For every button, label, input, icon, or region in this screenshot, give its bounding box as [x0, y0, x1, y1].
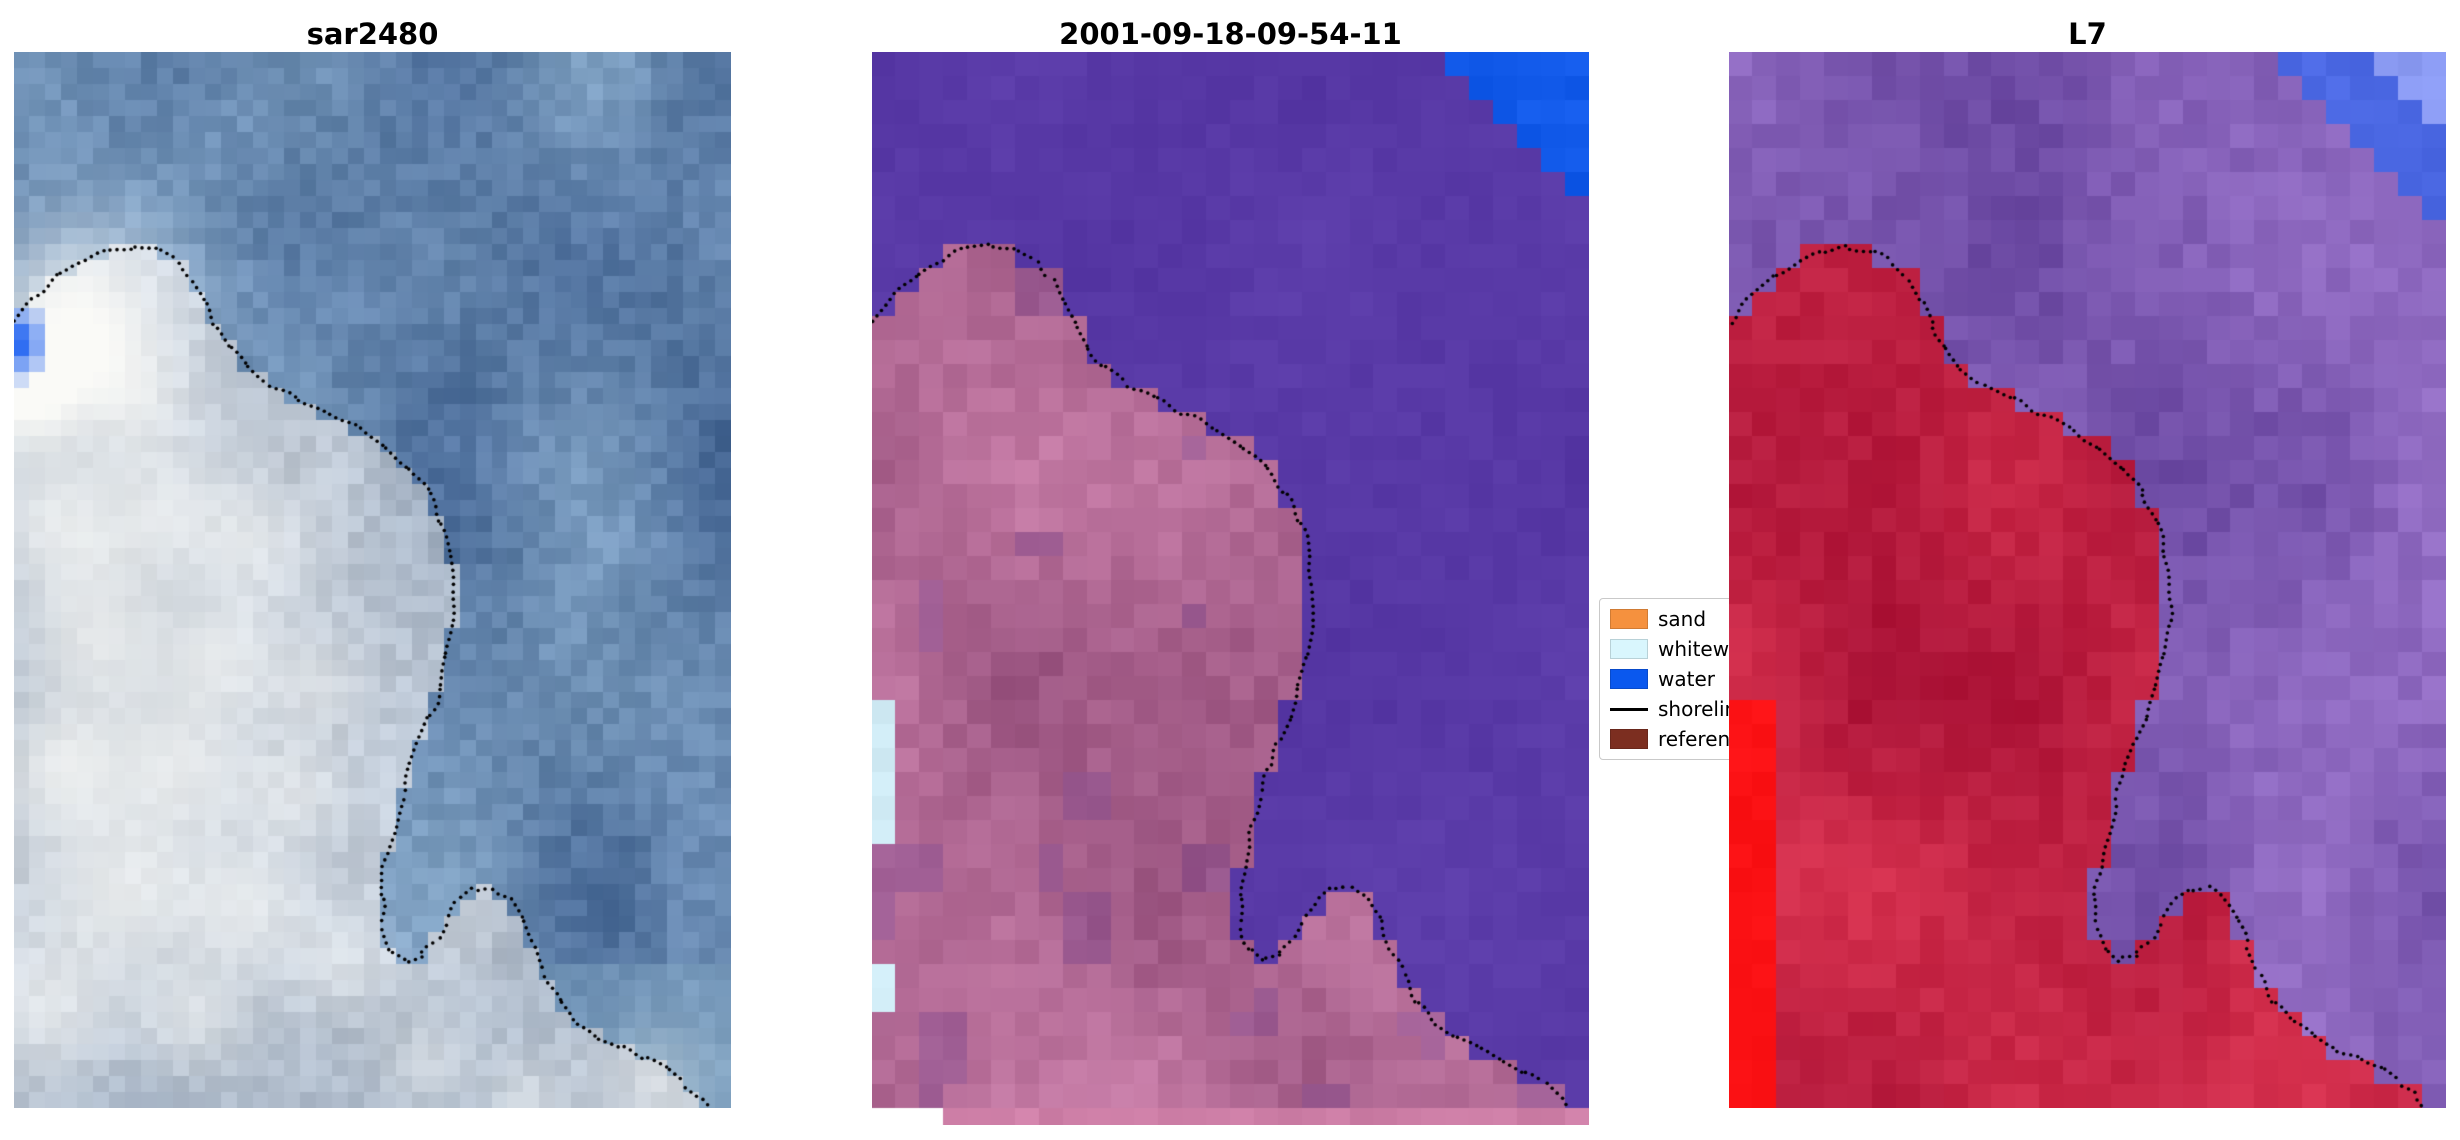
whitewater-swatch [1610, 639, 1648, 659]
legend-item-sand: sand [1610, 604, 1851, 634]
panel-title-sar2480: sar2480 [306, 17, 439, 51]
legend-label-sand: sand [1658, 607, 1707, 631]
sar-image-panel [14, 52, 731, 1108]
reference-swatch [1610, 729, 1648, 749]
panel-title-date: 2001-09-18-09-54-11 [1059, 17, 1402, 51]
legend-label-water: water [1658, 667, 1715, 691]
water-swatch [1610, 669, 1648, 689]
legend-item-water: water [1610, 664, 1851, 694]
l7-image-panel [1729, 52, 2446, 1108]
shoreline-swatch [1610, 699, 1648, 719]
classified-image-panel [872, 52, 1589, 1125]
panel-title-l7: L7 [2068, 17, 2107, 51]
shoreline-line-swatch [1610, 707, 1648, 711]
sand-swatch [1610, 609, 1648, 629]
